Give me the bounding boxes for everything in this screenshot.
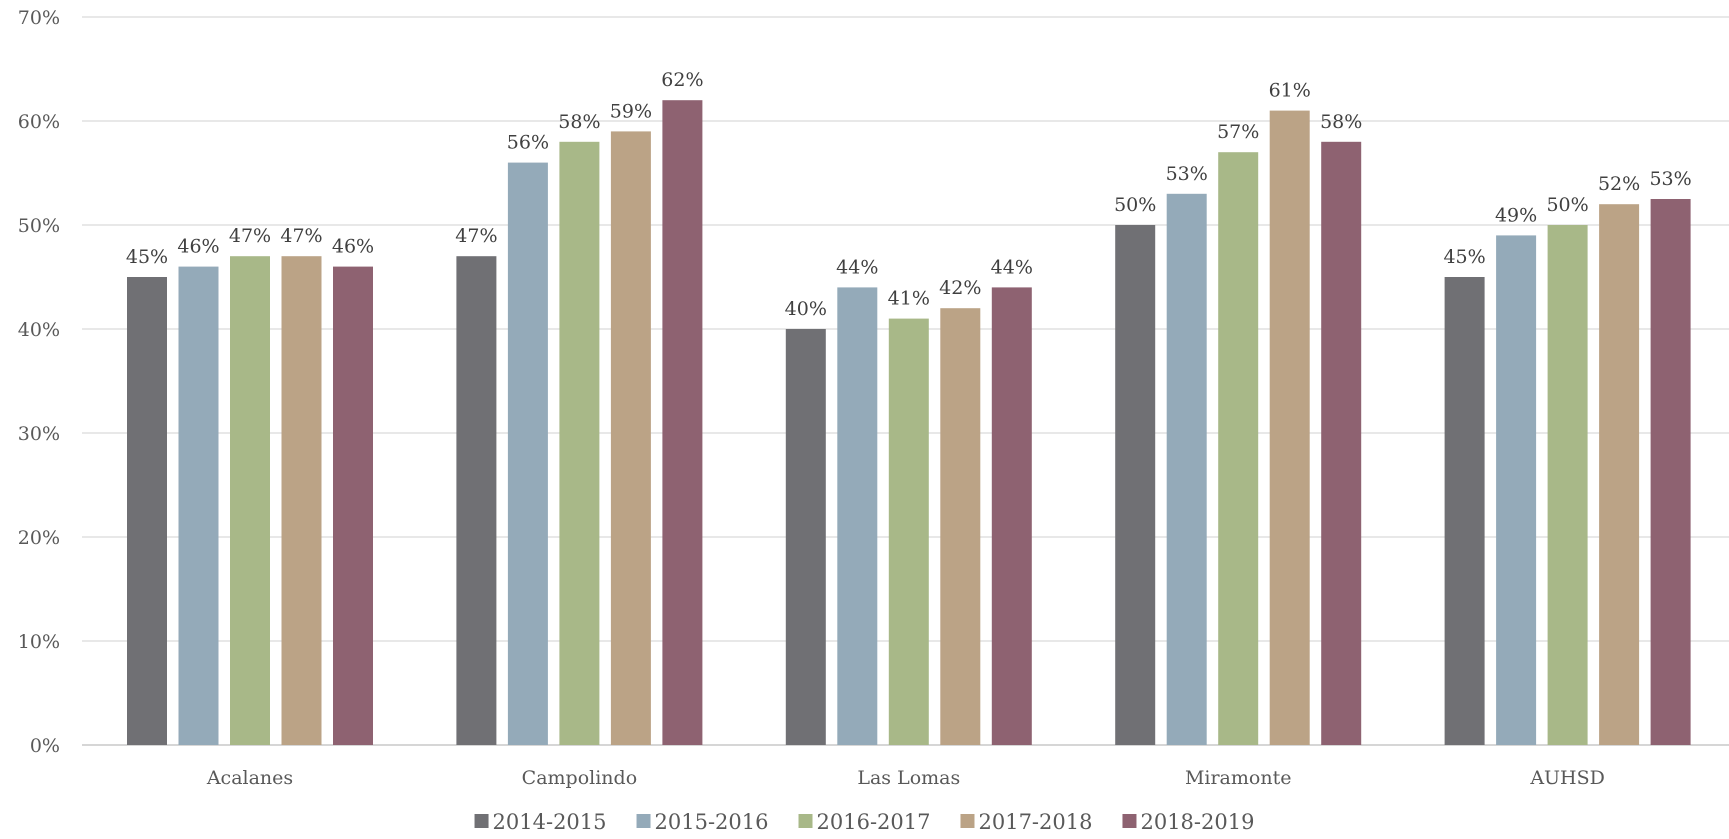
data-label: 53% (1649, 168, 1691, 190)
y-tick-label: 30% (18, 423, 60, 445)
y-tick-label: 10% (18, 631, 60, 653)
bar-2014-2015 (785, 329, 826, 745)
bar-2015-2016 (178, 266, 219, 745)
bar-2014-2015 (1444, 277, 1485, 745)
y-tick-label: 50% (18, 215, 60, 237)
bar-2014-2015 (456, 256, 497, 745)
legend-label: 2018-2019 (1140, 810, 1254, 834)
data-label: 57% (1217, 121, 1259, 143)
data-label: 46% (332, 236, 374, 258)
data-label: 58% (1320, 111, 1362, 133)
bar-2017-2018 (281, 256, 322, 745)
data-label: 61% (1269, 80, 1311, 102)
bar-2015-2016 (507, 162, 548, 746)
bar-2014-2015 (1115, 225, 1156, 745)
bar-2016-2017 (230, 256, 270, 745)
data-label: 44% (836, 256, 878, 278)
data-label: 44% (991, 256, 1033, 278)
bar-2017-2018 (1599, 204, 1640, 745)
legend-swatch-2017-2018 (960, 814, 975, 828)
x-tick-label: Miramonte (1185, 767, 1292, 789)
data-label: 47% (229, 225, 271, 247)
y-tick-label: 20% (18, 527, 60, 549)
data-label: 50% (1114, 194, 1156, 216)
bar-2015-2016 (837, 287, 878, 745)
x-tick-label: AUHSD (1529, 767, 1605, 789)
legend-label: 2014-2015 (493, 810, 607, 834)
legend-swatch-2018-2019 (1122, 814, 1137, 828)
bar-2017-2018 (610, 131, 651, 745)
data-label: 49% (1495, 204, 1537, 226)
x-tick-label: Acalanes (206, 767, 293, 789)
x-tick-label: Campolindo (522, 767, 637, 789)
bar-2015-2016 (1496, 235, 1537, 745)
y-tick-label: 70% (18, 7, 60, 29)
bar-2015-2016 (1166, 193, 1207, 746)
legend-label: 2017-2018 (978, 810, 1092, 834)
bar-2016-2017 (888, 318, 929, 745)
data-label: 52% (1598, 173, 1640, 195)
data-label: 47% (455, 225, 497, 247)
data-label: 50% (1546, 194, 1588, 216)
bar-2018-2019 (333, 266, 373, 745)
legend-label: 2015-2016 (655, 810, 769, 834)
data-label: 45% (1443, 246, 1485, 268)
y-tick-label: 0% (30, 735, 60, 757)
y-tick-label: 40% (18, 319, 60, 341)
bar-2018-2019 (662, 100, 703, 745)
bar-2017-2018 (1269, 110, 1310, 746)
y-tick-label: 60% (18, 111, 60, 133)
data-label: 47% (280, 225, 322, 247)
data-label: 42% (939, 277, 981, 299)
data-label: 59% (610, 100, 652, 122)
data-label: 40% (785, 298, 827, 320)
x-tick-label: Las Lomas (857, 767, 960, 789)
legend-swatch-2014-2015 (474, 814, 489, 828)
data-label: 45% (126, 246, 168, 268)
bar-2016-2017 (1547, 225, 1588, 745)
data-label: 53% (1166, 163, 1208, 185)
bar-2018-2019 (1321, 141, 1362, 746)
data-label: 46% (177, 236, 219, 258)
data-label: 56% (507, 132, 549, 154)
data-label: 58% (558, 111, 600, 133)
bar-2018-2019 (1650, 199, 1691, 745)
bar-2017-2018 (940, 308, 981, 745)
legend-label: 2016-2017 (817, 810, 931, 834)
legend-swatch-2015-2016 (636, 814, 651, 828)
data-label: 41% (888, 288, 930, 310)
bar-2016-2017 (559, 141, 600, 746)
bar-2016-2017 (1218, 152, 1259, 745)
bar-2014-2015 (127, 277, 167, 745)
data-label: 62% (661, 69, 703, 91)
legend-swatch-2016-2017 (798, 814, 813, 828)
bar-2018-2019 (991, 287, 1032, 745)
